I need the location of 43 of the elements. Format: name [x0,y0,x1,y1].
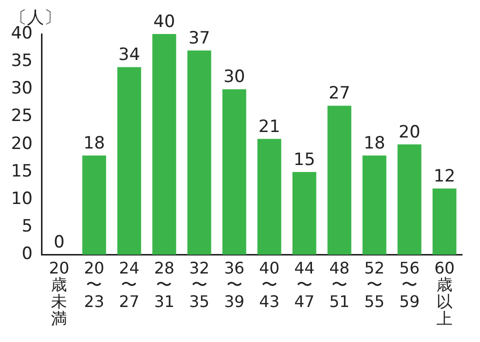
data-label: 27 [328,84,350,104]
data-label: 18 [364,133,386,154]
bar [398,144,422,255]
y-tick-label: 30 [10,78,33,99]
bar [152,34,176,255]
data-label: 34 [118,45,140,66]
x-tick-label: 52〜55 [364,258,385,311]
x-tick-label: 48〜51 [329,258,350,311]
y-tick-label: 5 [22,216,33,237]
x-tick-label: 20〜23 [84,258,104,311]
x-tick-label: 24〜27 [119,258,140,311]
bar [222,89,246,255]
x-tick-label: 44〜47 [294,258,315,311]
data-label: 30 [223,67,246,88]
bar [187,50,212,255]
y-tick-label: 10 [10,189,33,210]
x-tick-label: 56〜59 [399,258,420,311]
x-tick-label: 28〜31 [154,258,174,311]
data-label: 18 [83,133,105,154]
y-tick-label: 15 [10,161,33,182]
data-label: 15 [294,150,316,170]
data-label: 0 [54,232,65,253]
x-tick-label: 60歳以上 [434,258,455,328]
bar [257,138,282,255]
y-tick-label: 25 [10,106,33,126]
data-label: 12 [434,166,456,186]
x-tick-label: 36〜39 [224,258,244,311]
y-tick-label: 20 [10,134,33,154]
x-tick-label: 20歳未満 [48,258,70,328]
data-label: 21 [258,116,280,137]
y-tick-label: 35 [10,51,33,72]
bar [292,172,316,255]
data-label: 37 [188,28,210,48]
bar [82,155,106,255]
data-label: 20 [398,122,420,142]
bar [432,188,456,255]
bar [327,106,352,255]
bar [362,155,386,255]
y-tick-label: 0 [22,244,33,264]
x-tick-label: 40〜43 [259,258,280,311]
data-label: 40 [153,12,176,32]
x-tick-label: 32〜35 [189,258,210,311]
bar [117,67,142,255]
